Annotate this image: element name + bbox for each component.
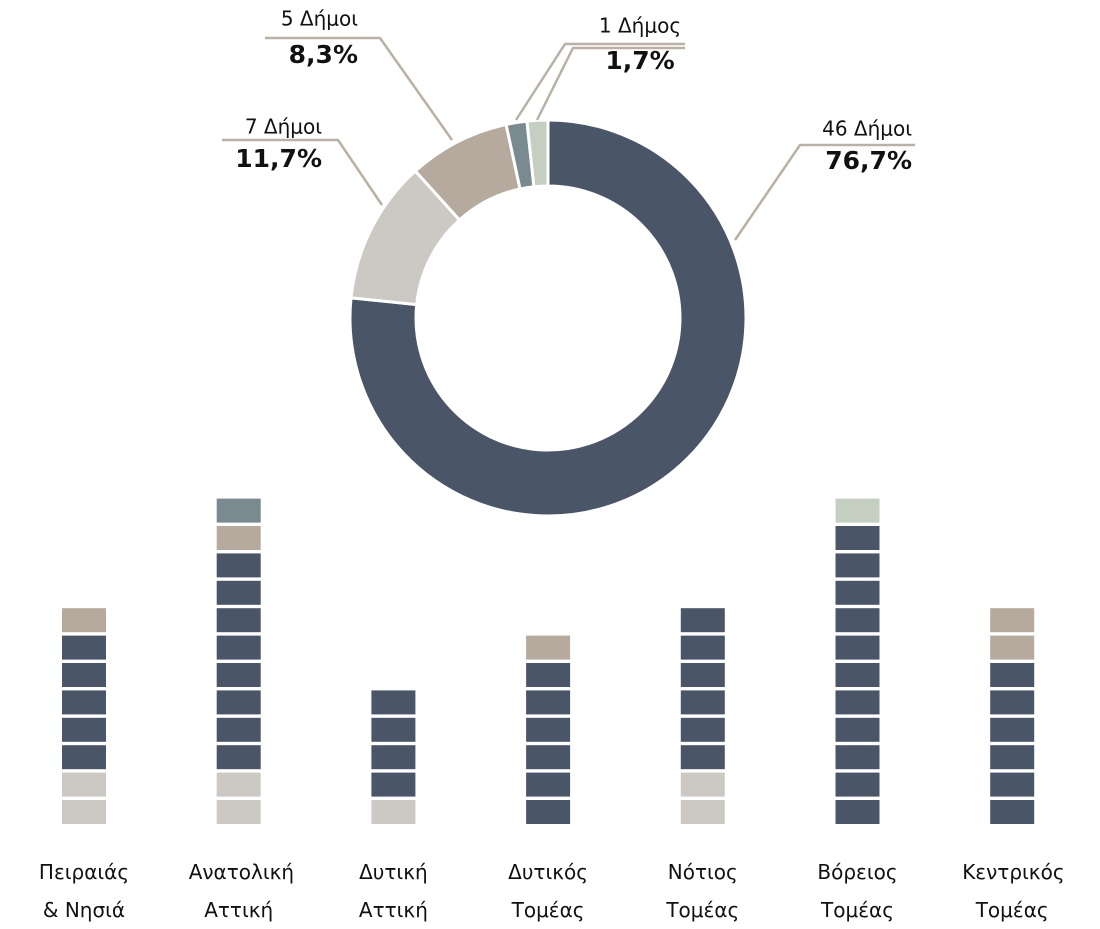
unit-block (216, 553, 261, 578)
unit-block (526, 635, 571, 660)
category-label: Νότιος Τομέας (666, 860, 740, 922)
unit-block (680, 690, 725, 715)
unit-block (680, 717, 725, 742)
unit-block (526, 663, 571, 687)
percent-label: 8,3% (289, 40, 358, 69)
unit-block (62, 772, 106, 797)
unit-block (526, 800, 571, 824)
unit-block (371, 717, 416, 742)
unit-block (835, 635, 880, 660)
unit-block (216, 580, 261, 605)
unit-block (680, 772, 725, 797)
category-label: Βόρειος Τομέας (817, 860, 898, 922)
unit-block (216, 772, 261, 797)
unit-block (371, 772, 416, 797)
unit-block (835, 800, 880, 824)
unit-block (216, 800, 261, 824)
count-label: 46 Δήμοι (822, 117, 912, 141)
donut-slice (525, 118, 550, 189)
unit-block (216, 690, 261, 715)
unit-block (371, 745, 416, 770)
unit-block (990, 717, 1035, 742)
unit-block (216, 745, 261, 770)
donut-slice (348, 118, 748, 518)
unit-block (835, 663, 880, 687)
unit-block (216, 608, 261, 633)
unit-block (526, 745, 571, 770)
unit-block (680, 608, 725, 633)
leader-line (222, 138, 384, 206)
unit-block (216, 717, 261, 742)
unit-block (216, 663, 261, 687)
leader-line (733, 143, 915, 241)
leader-line (265, 36, 454, 141)
unit-block (371, 690, 416, 715)
leader-line (535, 46, 685, 121)
unit-block (680, 745, 725, 770)
unit-block (990, 690, 1035, 715)
unit-block (835, 553, 880, 578)
unit-block (526, 717, 571, 742)
unit-block (835, 498, 880, 523)
percent-label: 11,7% (235, 144, 322, 173)
percent-label: 1,7% (605, 46, 674, 75)
unit-block (680, 635, 725, 660)
unit-block (526, 690, 571, 715)
unit-block (62, 608, 106, 633)
unit-block (680, 800, 725, 824)
unit-block (62, 717, 106, 742)
category-label: Κεντρικός Τομέας (962, 860, 1065, 922)
unit-block (62, 635, 106, 660)
percent-label: 76,7% (825, 146, 912, 175)
unit-block (990, 635, 1035, 660)
unit-block (216, 498, 261, 523)
unit-block (990, 608, 1035, 633)
unit-block (371, 800, 416, 824)
unit-block (835, 690, 880, 715)
unit-block (526, 772, 571, 797)
count-label: 5 Δήμοι (281, 7, 358, 31)
unit-block (990, 800, 1035, 824)
unit-block (835, 745, 880, 770)
count-label: 1 Δήμος (599, 14, 681, 38)
unit-block (835, 526, 880, 550)
unit-block (62, 690, 106, 715)
unit-block (216, 526, 261, 550)
unit-block (990, 772, 1035, 797)
unit-block (680, 663, 725, 687)
category-label: Δυτική Αττική (358, 860, 428, 922)
category-label: Ανατολική Αττική (188, 860, 295, 922)
category-label: Πειραιάς & Νησιά (38, 860, 130, 922)
unit-block (216, 635, 261, 660)
unit-block (990, 745, 1035, 770)
unit-block (62, 800, 106, 824)
unit-block (62, 663, 106, 687)
unit-block (835, 772, 880, 797)
unit-block (835, 580, 880, 605)
count-label: 7 Δήμοι (245, 115, 322, 139)
unit-block (990, 663, 1035, 687)
leader-line (514, 42, 685, 121)
unit-block (62, 745, 106, 770)
unit-block (835, 717, 880, 742)
category-label: Δυτικός Τομέας (508, 860, 588, 922)
unit-block (835, 608, 880, 633)
